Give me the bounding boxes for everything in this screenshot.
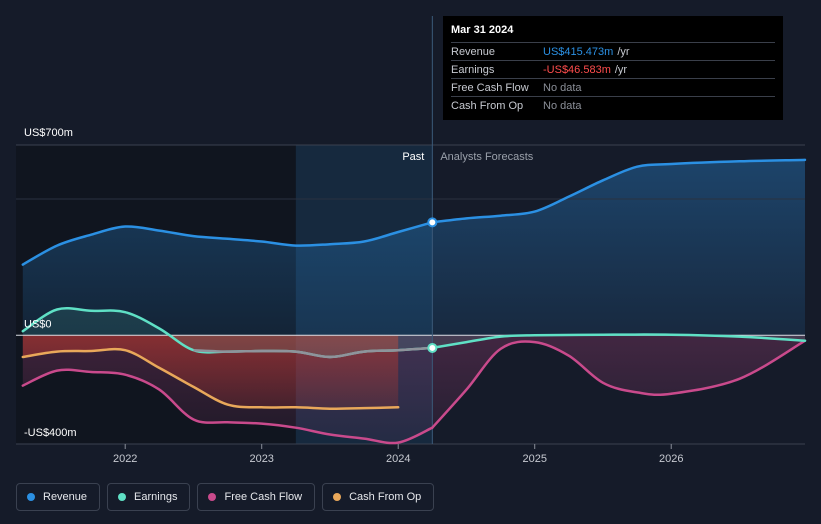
tooltip-row-free-cash-flow: Free Cash Flow No data xyxy=(451,78,775,96)
tooltip-label: Cash From Op xyxy=(451,99,524,112)
legend-label: Cash From Op xyxy=(349,491,422,503)
tooltip-value: US$415.473m xyxy=(543,45,614,58)
x-tick-label: 2025 xyxy=(522,453,546,465)
legend-item-revenue[interactable]: Revenue xyxy=(16,483,101,511)
legend-item-cash-from-op[interactable]: Cash From Op xyxy=(322,483,435,511)
earnings-area xyxy=(22,308,806,357)
tooltip: Mar 31 2024 Revenue US$415.473m /yr Earn… xyxy=(443,16,783,120)
free-cash-flow-line-forecast xyxy=(431,339,807,429)
tooltip-value: No data xyxy=(543,99,582,112)
forecast-label: Analysts Forecasts xyxy=(440,151,533,163)
tooltip-value: -US$46.583m xyxy=(543,63,611,76)
tooltip-row-revenue: Revenue US$415.473m /yr xyxy=(451,42,775,60)
y-axis-label: -US$400m xyxy=(24,427,77,439)
revenue-dot-icon xyxy=(27,493,35,501)
cash-from-op-line xyxy=(21,347,400,410)
tooltip-label: Free Cash Flow xyxy=(451,81,529,94)
earnings-marker xyxy=(427,342,438,353)
earnings-line-forecast xyxy=(431,333,807,350)
y-axis-label: US$700m xyxy=(24,127,73,139)
tooltip-label: Revenue xyxy=(451,45,496,58)
legend-item-free-cash-flow[interactable]: Free Cash Flow xyxy=(197,483,316,511)
tooltip-label: Earnings xyxy=(451,63,495,76)
x-tick-label: 2022 xyxy=(113,453,137,465)
revenue-line xyxy=(21,221,434,266)
tooltip-unit: /yr xyxy=(614,63,628,76)
x-tick-label: 2023 xyxy=(249,453,273,465)
legend: Revenue Earnings Free Cash Flow Cash Fro… xyxy=(16,483,435,511)
past-label: Past xyxy=(402,151,424,163)
tooltip-row-earnings: Earnings -US$46.583m /yr xyxy=(451,60,775,78)
legend-item-earnings[interactable]: Earnings xyxy=(107,483,191,511)
free-cash-flow-line xyxy=(21,368,434,445)
revenue-marker xyxy=(427,217,438,228)
tooltip-date: Mar 31 2024 xyxy=(451,24,514,36)
legend-label: Revenue xyxy=(43,491,88,503)
x-tick-label: 2024 xyxy=(386,453,410,465)
y-axis-label: US$0 xyxy=(24,318,52,330)
revenue-area xyxy=(22,159,806,336)
revenue-line-forecast xyxy=(431,158,807,224)
tooltip-row-cash-from-op: Cash From Op No data xyxy=(451,96,775,114)
legend-label: Free Cash Flow xyxy=(224,491,303,503)
tooltip-unit: /yr xyxy=(617,45,630,58)
x-tick-label: 2026 xyxy=(659,453,683,465)
earnings-line-past-grey xyxy=(193,346,433,359)
legend-label: Earnings xyxy=(134,491,178,503)
free-cash-flow-dot-icon xyxy=(208,493,217,501)
earnings-dot-icon xyxy=(118,493,127,501)
tooltip-value: No data xyxy=(543,81,582,94)
cash-from-op-dot-icon xyxy=(333,493,342,501)
